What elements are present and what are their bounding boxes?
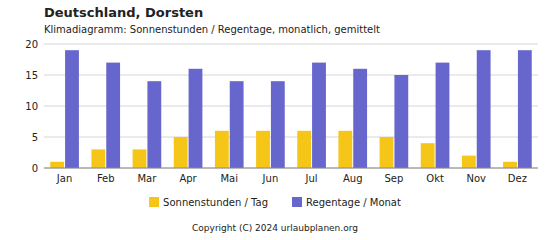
bar xyxy=(503,162,517,168)
legend-item: Regentage / Monat xyxy=(292,197,401,208)
x-axis-line xyxy=(44,168,538,169)
bar xyxy=(174,137,188,168)
bar xyxy=(189,69,203,168)
bar xyxy=(106,63,120,168)
x-tick-label: Jan xyxy=(56,173,72,184)
legend-label: Regentage / Monat xyxy=(306,197,401,208)
subtitle: Klimadiagramm: Sonnenstunden / Regentage… xyxy=(44,24,380,35)
grid-line xyxy=(44,44,538,45)
bar xyxy=(353,69,367,168)
bar xyxy=(462,156,476,168)
bar xyxy=(436,63,450,168)
bar xyxy=(312,63,326,168)
chart: Deutschland, Dorsten Klimadiagramm: Sonne… xyxy=(0,0,550,240)
x-tick-label: Mai xyxy=(220,173,238,184)
bar xyxy=(271,81,285,168)
bar xyxy=(518,50,532,168)
x-tick-label: Jul xyxy=(305,173,318,184)
x-tick-label: Dez xyxy=(508,173,527,184)
legend-item: Sonnenstunden / Tag xyxy=(149,197,268,208)
bar xyxy=(215,131,229,168)
bar xyxy=(421,143,435,168)
bar xyxy=(338,131,352,168)
bar xyxy=(147,81,161,168)
footer-text: Copyright (C) 2024 urlaubplanen.org xyxy=(192,223,358,233)
x-tick-label: Jun xyxy=(262,173,279,184)
y-tick-label: 15 xyxy=(25,70,38,81)
y-tick-label: 5 xyxy=(32,132,38,143)
x-tick-label: Feb xyxy=(97,173,115,184)
x-tick-label: Sep xyxy=(384,173,403,184)
bar xyxy=(230,81,244,168)
x-tick-label: Aug xyxy=(343,173,363,184)
legend-label: Sonnenstunden / Tag xyxy=(163,197,268,208)
x-tick-label: Okt xyxy=(426,173,444,184)
legend-swatch xyxy=(292,197,302,207)
x-tick-label: Nov xyxy=(466,173,486,184)
bar xyxy=(380,137,394,168)
bar xyxy=(394,75,408,168)
title: Deutschland, Dorsten xyxy=(44,5,203,20)
y-tick-label: 0 xyxy=(32,163,38,174)
grid-line xyxy=(44,168,538,169)
legend: Sonnenstunden / Tag Regentage / Monat xyxy=(149,197,401,208)
bar xyxy=(256,131,270,168)
bar xyxy=(477,50,491,168)
bars xyxy=(50,50,531,168)
bar xyxy=(65,50,79,168)
bar xyxy=(50,162,64,168)
bar xyxy=(133,149,147,168)
legend-swatch xyxy=(149,197,159,207)
y-tick-label: 20 xyxy=(25,39,38,50)
y-tick-label: 10 xyxy=(25,101,38,112)
bar xyxy=(91,149,105,168)
x-tick-label: Apr xyxy=(179,173,197,184)
x-tick-label: Mar xyxy=(137,173,157,184)
bar xyxy=(297,131,311,168)
